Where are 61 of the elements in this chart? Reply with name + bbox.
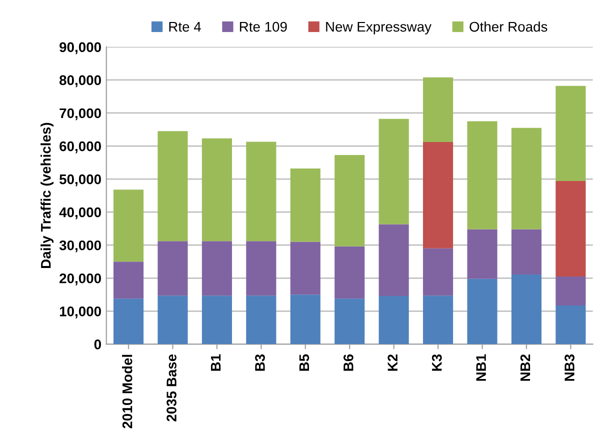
bar	[556, 181, 586, 276]
bar	[556, 276, 586, 306]
bar	[290, 168, 320, 242]
x-tick-label: B5	[299, 354, 310, 371]
legend-label: New Expressway	[326, 22, 432, 34]
y-tick-label: 0	[94, 340, 101, 350]
x-tick-label: B3	[255, 354, 265, 371]
x-tick-label: K2	[388, 354, 398, 371]
bar	[202, 296, 232, 344]
bar	[158, 241, 188, 296]
bar	[290, 294, 320, 344]
bar	[290, 242, 320, 295]
legend-label: Other Roads	[470, 21, 548, 32]
x-tick-label: NB2	[520, 354, 530, 381]
bar	[378, 118, 409, 224]
x-tick-label: 2035 Base	[166, 354, 176, 422]
y-tick-label: 90,000	[60, 42, 101, 54]
bar	[467, 121, 498, 230]
bar	[113, 298, 144, 344]
y-tick-label: 30,000	[59, 240, 101, 252]
bar	[202, 138, 232, 242]
bar	[423, 142, 454, 248]
bar	[423, 77, 454, 142]
bar	[113, 262, 144, 299]
y-tick-label: 50,000	[59, 174, 101, 186]
bar	[334, 246, 365, 299]
bar	[556, 86, 586, 182]
bar	[158, 131, 188, 242]
bar	[246, 241, 276, 296]
y-tick-label: 80,000	[60, 75, 101, 88]
bar	[378, 224, 409, 296]
bar	[511, 274, 542, 344]
bar	[246, 142, 276, 242]
x-tick-label: B1	[210, 354, 221, 371]
bar	[378, 296, 409, 344]
bar	[467, 229, 498, 279]
bar	[423, 296, 454, 344]
bar	[246, 296, 276, 344]
y-tick-label: 40,000	[59, 207, 101, 220]
y-tick-label: 60,000	[60, 141, 101, 154]
bar	[467, 278, 498, 344]
bar	[113, 190, 144, 262]
bar	[334, 154, 365, 246]
y-tick-label: 10,000	[60, 306, 101, 318]
x-tick-label: NB1	[476, 354, 486, 381]
y-axis-title: Daily Traffic (vehicles)	[40, 122, 54, 268]
x-tick-label: K3	[432, 354, 442, 371]
legend-label: Rte 4	[169, 22, 201, 32]
x-tick-label: NB3	[564, 354, 574, 381]
y-tick-label: 20,000	[60, 273, 101, 286]
y-tick-label: 70,000	[60, 108, 101, 120]
x-tick-label: B6	[343, 354, 354, 371]
bar	[511, 128, 542, 230]
legend-label: Rte 109	[240, 22, 287, 32]
bar	[511, 229, 542, 274]
bar	[423, 248, 454, 296]
x-tick-label: 2010 Model	[122, 354, 132, 428]
bar	[158, 296, 188, 344]
bar	[202, 241, 232, 296]
bar	[334, 298, 365, 344]
bar	[556, 306, 586, 344]
